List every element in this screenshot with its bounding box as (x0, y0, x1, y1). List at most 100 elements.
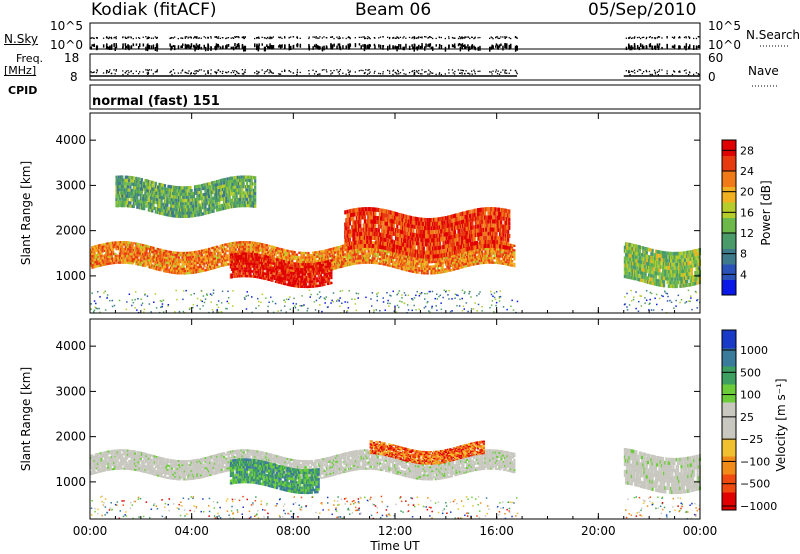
noise-dot (429, 36, 431, 38)
data-cell (349, 245, 353, 250)
data-cell (513, 251, 516, 254)
noise-bar (225, 45, 227, 50)
data-cell (225, 254, 228, 257)
freq-dot (180, 72, 182, 74)
data-cell (366, 252, 369, 255)
data-cell (303, 273, 306, 276)
data-cell (314, 262, 317, 266)
data-cell (121, 254, 124, 257)
data-cell (349, 241, 353, 246)
data-cell (383, 263, 386, 266)
noise-bar (428, 43, 430, 46)
data-cell (129, 257, 132, 260)
data-cell (286, 249, 289, 252)
data-cell (219, 256, 222, 259)
noise-bar (256, 45, 258, 51)
data-cell (168, 271, 171, 274)
data-cell (382, 258, 385, 261)
noise-bar (90, 46, 92, 50)
freq-dot (270, 70, 272, 73)
data-cell (440, 268, 443, 272)
data-cell (278, 258, 281, 262)
data-cell (489, 256, 492, 260)
noise-dot (465, 36, 467, 38)
data-cell (291, 284, 294, 287)
data-cell (270, 245, 273, 248)
freq-dot (489, 71, 491, 73)
noise-dot (142, 36, 144, 38)
data-cell (108, 253, 111, 256)
data-cell (146, 263, 149, 266)
date-title: 05/Sep/2010 (588, 0, 697, 20)
data-cell (502, 258, 506, 261)
data-cell (391, 258, 395, 261)
noise-dot (363, 36, 365, 38)
data-cell (265, 258, 268, 261)
noise-dot (653, 37, 656, 39)
data-cell (319, 281, 323, 285)
data-cell (415, 264, 418, 267)
freq-dot (238, 72, 240, 75)
data-cell (511, 259, 514, 263)
data-cell (291, 255, 294, 258)
data-cell (360, 207, 363, 212)
data-cell (219, 244, 222, 247)
data-cell (370, 215, 373, 220)
data-cell (209, 252, 212, 255)
data-cell (432, 272, 435, 275)
data-cell (331, 261, 334, 264)
data-cell (195, 262, 198, 265)
data-cell (205, 248, 208, 251)
data-cell (123, 256, 126, 260)
noise-dot (688, 36, 690, 38)
data-cell (91, 264, 94, 267)
data-cell (121, 261, 124, 264)
data-cell (331, 265, 334, 268)
data-cell (153, 262, 156, 266)
noise-dot (492, 37, 494, 40)
noise-dot (92, 37, 95, 39)
data-cell (294, 253, 297, 256)
data-cell (283, 248, 286, 252)
data-cell (430, 267, 433, 270)
noise-bar (195, 46, 198, 50)
data-cell (353, 262, 356, 265)
freq-dot (243, 71, 245, 73)
data-cell (345, 226, 348, 231)
data-cell (489, 254, 492, 257)
data-cell (221, 264, 224, 267)
data-cell (150, 246, 153, 249)
freq-dot (382, 71, 384, 73)
data-cell (435, 271, 438, 275)
noise-bar (184, 46, 187, 49)
data-cell (497, 252, 500, 256)
data-cell (353, 228, 356, 233)
data-cell (172, 253, 175, 256)
data-cell (189, 256, 192, 259)
data-cell (317, 269, 320, 273)
data-cell (247, 252, 250, 255)
data-cell (379, 253, 382, 256)
data-cell (121, 245, 124, 248)
noise-dot (331, 36, 334, 38)
freq-dot (200, 69, 202, 71)
data-cell (244, 267, 247, 270)
freq-dot (415, 70, 418, 72)
data-cell (293, 267, 296, 270)
noise-bar (628, 44, 630, 49)
data-cell (347, 213, 350, 218)
data-cell (241, 254, 244, 258)
data-cell (470, 256, 473, 260)
freq-dot (685, 69, 687, 71)
freq-dot (122, 70, 124, 72)
data-cell (360, 252, 363, 255)
data-cell (458, 259, 462, 263)
noise-dot (290, 36, 292, 38)
data-cell (458, 257, 462, 260)
noise-dot (387, 36, 389, 39)
data-cell (147, 256, 150, 260)
noise-bar (106, 44, 108, 47)
data-cell (110, 262, 113, 265)
data-cell (501, 255, 504, 258)
data-cell (150, 262, 153, 265)
